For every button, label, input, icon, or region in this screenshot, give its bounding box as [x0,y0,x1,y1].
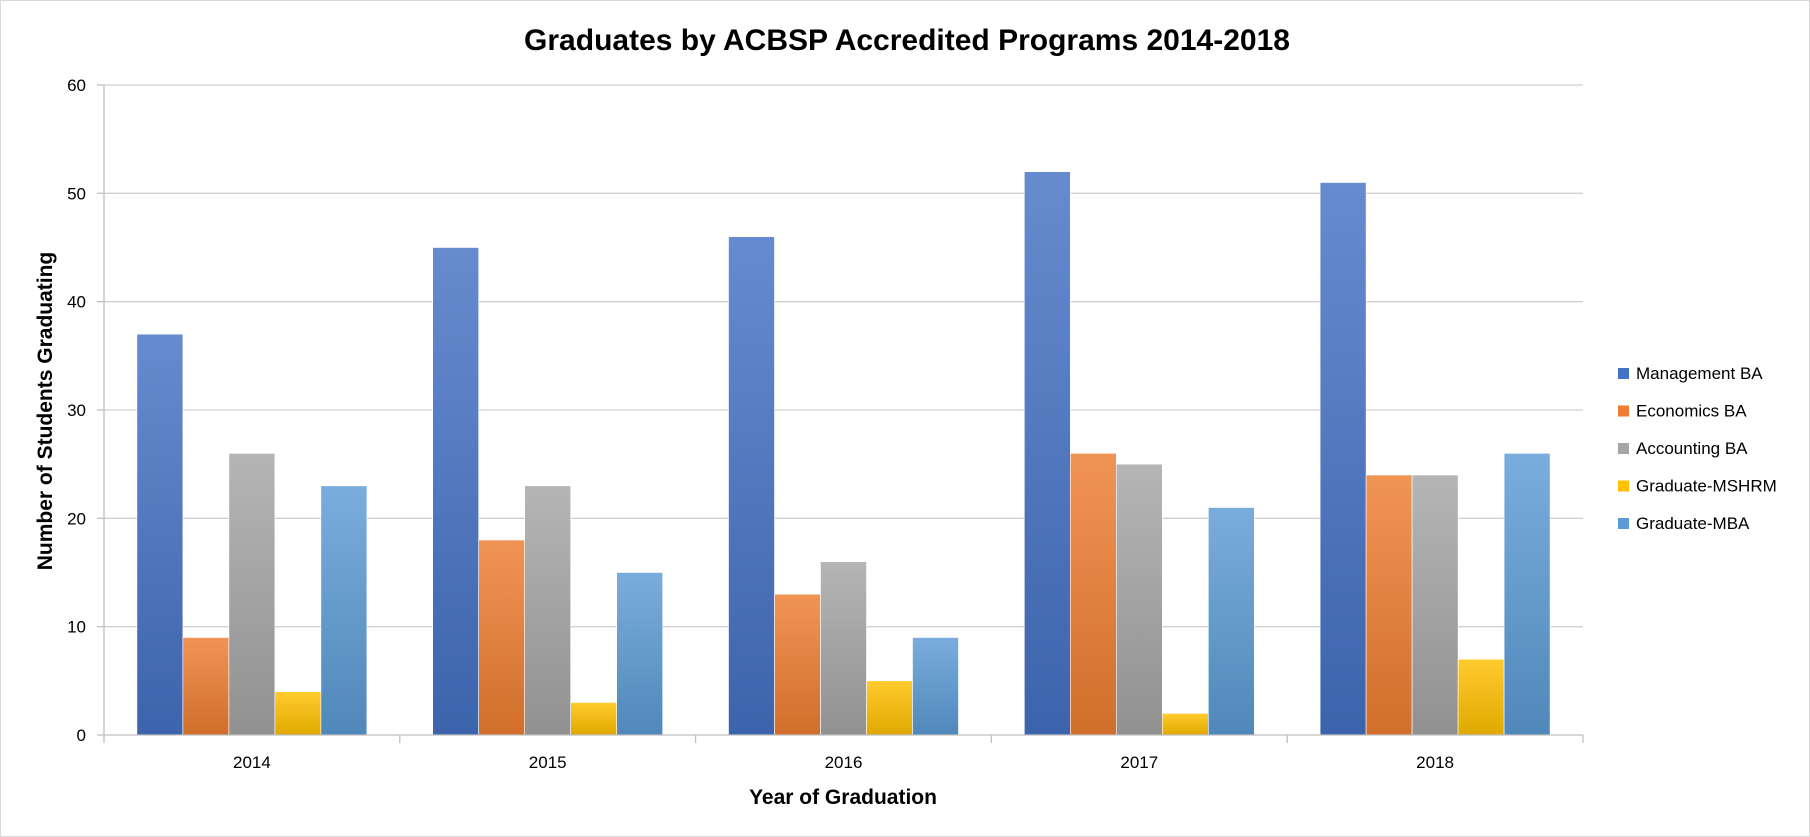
legend-swatch-management-ba [1618,368,1629,379]
chart-title: Graduates by ACBSP Accredited Programs 2… [524,24,1290,57]
legend-label-management-ba: Management BA [1636,364,1763,383]
bar-accounting-ba-2017 [1116,463,1163,736]
legend: Management BA Economics BA Accounting BA Gr… [1618,364,1777,533]
bar-accounting-ba-2014 [228,453,276,736]
x-tick-label-2017: 2017 [1120,753,1158,772]
bar-graduate-mshrm-2017 [1162,713,1209,736]
x-tick-label-2016: 2016 [825,753,863,772]
x-tick-labels: 2014 2015 2016 2017 2018 [233,753,1454,772]
x-tick-label-2014: 2014 [233,753,271,772]
bar-management-ba-2014 [136,333,184,736]
x-tick-label-2015: 2015 [529,753,567,772]
legend-label-graduate-mba: Graduate-MBA [1636,514,1750,533]
y-tick-label-0: 0 [77,726,86,745]
bar-economics-ba-2015 [478,539,526,736]
bar-graduate-mba-2017 [1208,507,1255,736]
bar-accounting-ba-2018 [1411,474,1459,736]
bar-accounting-ba-2015 [524,485,572,736]
bar-management-ba-2015 [432,247,480,736]
y-tick-label-60: 60 [67,76,86,95]
bar-economics-ba-2016 [774,593,821,736]
y-tick-label-10: 10 [67,618,86,637]
y-tick-label-50: 50 [67,184,86,203]
y-axis-title: Number of Students Graduating [34,252,57,571]
bar-graduate-mshrm-2015 [570,702,618,736]
y-tick-label-20: 20 [67,509,86,528]
bar-graduate-mshrm-2018 [1457,658,1505,736]
bar-management-ba-2016 [728,236,775,736]
x-axis-title: Year of Graduation [749,786,937,809]
y-tick-label-40: 40 [67,293,86,312]
axes [97,84,1584,743]
y-tick-label-30: 30 [67,401,86,420]
bar-management-ba-2017 [1024,171,1071,736]
bar-economics-ba-2014 [182,637,230,736]
y-tick-labels: 0 10 20 30 40 50 60 [67,76,86,745]
legend-label-accounting-ba: Accounting BA [1636,439,1748,458]
bar-economics-ba-2018 [1365,474,1413,736]
bar-graduate-mba-2016 [912,637,959,736]
x-tick-label-2018: 2018 [1416,753,1454,772]
legend-swatch-economics-ba [1618,405,1629,417]
bar-graduate-mba-2018 [1503,453,1551,736]
bars [136,171,1551,736]
legend-swatch-graduate-mba [1618,518,1629,529]
bar-management-ba-2018 [1319,182,1367,736]
legend-swatch-graduate-mshrm [1618,480,1629,492]
bar-graduate-mshrm-2014 [274,691,322,736]
legend-swatch-accounting-ba [1618,443,1629,454]
legend-label-economics-ba: Economics BA [1636,402,1747,421]
bar-economics-ba-2017 [1070,453,1117,736]
legend-label-graduate-mshrm: Graduate-MSHRM [1636,477,1777,496]
bar-graduate-mba-2014 [320,485,368,736]
bar-graduate-mshrm-2016 [866,680,913,736]
bar-accounting-ba-2016 [820,561,867,736]
bar-graduate-mba-2015 [616,572,664,736]
